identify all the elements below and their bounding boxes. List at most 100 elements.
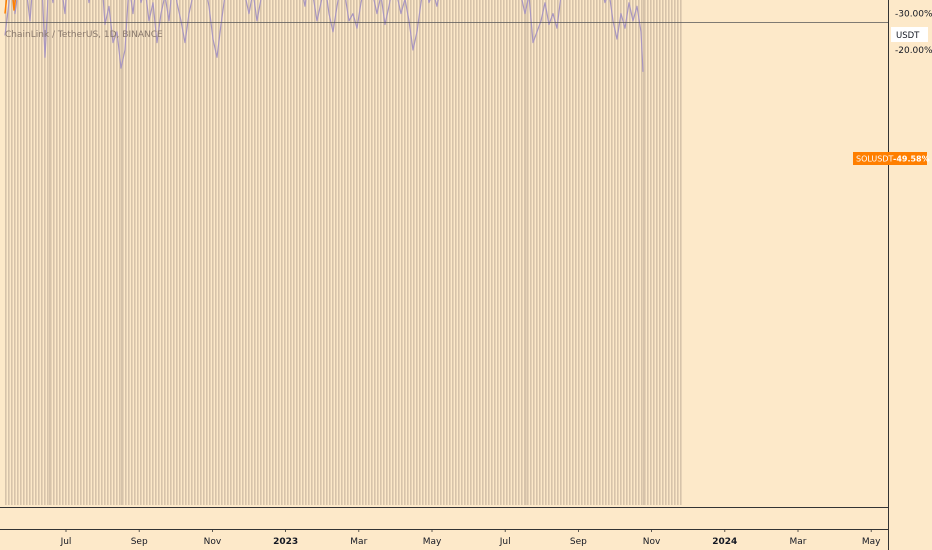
volume-spike-bar [485, 0, 487, 505]
volume-bar [647, 0, 649, 505]
volume-bar [626, 0, 628, 505]
volume-spike-bar [49, 0, 51, 505]
volume-bar [140, 0, 142, 505]
volume-bar [362, 0, 364, 506]
volume-bar [554, 0, 556, 506]
volume-bar [71, 0, 73, 505]
volume-bar [149, 0, 151, 505]
volume-bar [443, 0, 445, 505]
volume-bar [110, 0, 112, 505]
volume-bar [593, 0, 595, 505]
time-tick-label: Sep [570, 537, 587, 547]
volume-bar [608, 0, 610, 505]
volume-bar [671, 0, 673, 505]
volume-bar [479, 0, 481, 505]
volume-bar [248, 0, 250, 505]
volume-bar [653, 0, 655, 505]
volume-bar [134, 0, 136, 505]
volume-bar [512, 0, 514, 505]
time-tick-label: Nov [204, 537, 222, 547]
volume-bar [506, 0, 508, 505]
volume-bar [461, 0, 463, 505]
time-tick-label: 2023 [273, 537, 298, 547]
volume-bar [596, 0, 598, 505]
volume-bar [320, 0, 322, 505]
time-tick-label: Jul [60, 537, 72, 547]
volume-bar [650, 0, 652, 505]
volume-bar [323, 0, 325, 506]
volume-bar [536, 0, 538, 506]
volume-bar [17, 0, 19, 505]
volume-bar [164, 0, 166, 505]
volume-bar [221, 0, 223, 505]
volume-bar [92, 0, 94, 505]
volume-bar [296, 0, 298, 505]
volume-bar [365, 0, 367, 505]
currency-label-text: USDT [896, 31, 920, 41]
volume-bar [482, 0, 484, 506]
volume-bar [182, 0, 184, 506]
volume-bar [515, 0, 517, 506]
volume-bar [509, 0, 511, 505]
volume-bar [278, 0, 280, 505]
volume-bar [539, 0, 541, 505]
volume-spike-bar [525, 0, 527, 505]
volume-bar [35, 0, 37, 505]
currency-label-box [891, 27, 928, 42]
volume-bar [251, 0, 253, 505]
volume-bar [398, 0, 400, 505]
time-tick-label: Nov [643, 537, 661, 547]
volume-bar [65, 0, 67, 505]
volume-bar [188, 0, 190, 505]
currency-label[interactable]: USDT [891, 27, 928, 42]
volume-bar [431, 0, 433, 506]
volume-bar [530, 0, 532, 505]
volume-bar [176, 0, 178, 505]
volume-bar [494, 0, 496, 506]
volume-bar [308, 0, 310, 505]
volume-bar [548, 0, 550, 505]
volume-bar [167, 0, 169, 505]
volume-bar [95, 0, 97, 505]
volume-bar [302, 0, 304, 506]
volume-bar [611, 0, 613, 505]
volume-bar [101, 0, 103, 505]
volume-bar [128, 0, 130, 505]
volume-bar [389, 0, 391, 505]
time-tick-label: Jul [499, 537, 511, 547]
link-price-line[interactable] [4, 0, 644, 72]
volume-bar [230, 0, 232, 505]
volume-bar [680, 0, 682, 505]
volume-bar [500, 0, 502, 506]
volume-bar [377, 0, 379, 505]
volume-bar [89, 0, 91, 505]
volume-bar [401, 0, 403, 506]
volume-bar [551, 0, 553, 505]
volume-bar [632, 0, 634, 505]
volume-bar [662, 0, 664, 506]
volume-bar [476, 0, 478, 505]
volume-bar [659, 0, 661, 506]
volume-bar [98, 0, 100, 505]
volume-spike-bar [227, 0, 229, 506]
volume-bar [317, 0, 319, 506]
volume-bar [8, 0, 10, 505]
volume-histogram [5, 0, 682, 506]
price-tick-label: -20.00% [895, 46, 932, 56]
volume-bar [335, 0, 337, 506]
sol-last-value-label: -49.58% [893, 155, 930, 164]
volume-bar [410, 0, 412, 505]
volume-bar [341, 0, 343, 505]
sol-last-value-tag[interactable]: SOLUSDT -49.58% [853, 152, 930, 165]
volume-bar [11, 0, 13, 505]
volume-bar [26, 0, 28, 505]
volume-bar [77, 0, 79, 505]
price-tick-label: -30.00% [895, 10, 932, 20]
volume-bar [332, 0, 334, 505]
volume-bar [194, 0, 196, 505]
volume-bar [266, 0, 268, 505]
volume-bar [635, 0, 637, 506]
volume-bar [491, 0, 493, 505]
volume-bar [62, 0, 64, 505]
